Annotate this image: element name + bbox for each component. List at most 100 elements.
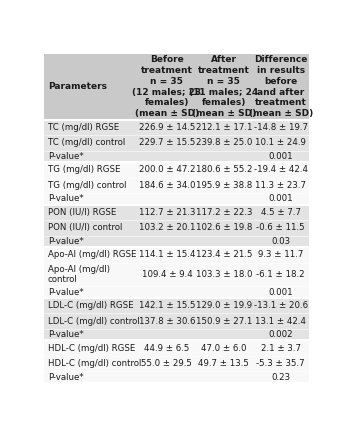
Bar (138, 178, 195, 193)
Text: 180.6 ± 55.2: 180.6 ± 55.2 (196, 165, 252, 175)
Bar (45, 120, 138, 135)
Bar (252, 235, 309, 247)
Bar (195, 329, 252, 340)
Bar (45, 356, 138, 371)
Text: 0.002: 0.002 (268, 330, 293, 339)
Text: P-value*: P-value* (48, 237, 83, 246)
Text: P-value*: P-value* (48, 330, 83, 339)
Text: LDL-C (mg/dl) RGSE: LDL-C (mg/dl) RGSE (48, 301, 133, 310)
Text: P-value*: P-value* (48, 372, 83, 381)
Bar (45, 263, 138, 286)
Text: P-value*: P-value* (48, 288, 83, 297)
Bar (138, 286, 195, 298)
Bar (195, 340, 252, 356)
Bar (45, 178, 138, 193)
Text: -13.1 ± 20.6: -13.1 ± 20.6 (254, 301, 308, 310)
Bar (252, 120, 309, 135)
Bar (195, 247, 252, 263)
Bar (252, 263, 309, 286)
Text: TC (mg/dl) RGSE: TC (mg/dl) RGSE (48, 123, 119, 132)
Text: After
treatment
n = 35
(11 males; 24
females)
(mean ± SD): After treatment n = 35 (11 males; 24 fem… (189, 55, 258, 118)
Text: 0.03: 0.03 (271, 237, 290, 246)
Bar (195, 286, 252, 298)
Text: 0.001: 0.001 (268, 194, 293, 203)
Bar (252, 298, 309, 313)
Text: LDL-C (mg/dl) control: LDL-C (mg/dl) control (48, 317, 139, 326)
Text: -14.8 ± 19.7: -14.8 ± 19.7 (254, 123, 308, 132)
Bar (195, 54, 252, 120)
Bar (45, 235, 138, 247)
Bar (252, 247, 309, 263)
Text: 44.9 ± 6.5: 44.9 ± 6.5 (144, 343, 189, 353)
Text: 184.6 ± 34.0: 184.6 ± 34.0 (139, 181, 195, 190)
Text: P-value*: P-value* (48, 152, 83, 161)
Text: 109.4 ± 9.4: 109.4 ± 9.4 (141, 270, 192, 279)
Text: 117.2 ± 22.3: 117.2 ± 22.3 (196, 208, 252, 217)
Text: -0.6 ± 11.5: -0.6 ± 11.5 (256, 223, 305, 232)
Bar (195, 120, 252, 135)
Bar (252, 329, 309, 340)
Bar (195, 371, 252, 383)
Text: 47.0 ± 6.0: 47.0 ± 6.0 (201, 343, 247, 353)
Bar (45, 220, 138, 235)
Text: 13.1 ± 42.4: 13.1 ± 42.4 (255, 317, 306, 326)
Text: Apo-AI (mg/dl)
control: Apo-AI (mg/dl) control (48, 264, 110, 284)
Bar (138, 162, 195, 178)
Bar (45, 313, 138, 329)
Bar (138, 135, 195, 151)
Bar (195, 313, 252, 329)
Text: 55.0 ± 29.5: 55.0 ± 29.5 (141, 359, 192, 368)
Text: 11.3 ± 23.7: 11.3 ± 23.7 (255, 181, 306, 190)
Text: PON (IU/l) control: PON (IU/l) control (48, 223, 122, 232)
Bar (195, 151, 252, 162)
Text: 112.7 ± 21.3: 112.7 ± 21.3 (139, 208, 195, 217)
Text: Apo-AI (mg/dl) RGSE: Apo-AI (mg/dl) RGSE (48, 250, 136, 259)
Bar (45, 371, 138, 383)
Bar (252, 371, 309, 383)
Text: 137.8 ± 30.6: 137.8 ± 30.6 (139, 317, 195, 326)
Bar (45, 286, 138, 298)
Bar (138, 193, 195, 205)
Bar (195, 298, 252, 313)
Bar (45, 298, 138, 313)
Text: TG (mg/dl) RGSE: TG (mg/dl) RGSE (48, 165, 120, 175)
Bar (138, 120, 195, 135)
Bar (138, 235, 195, 247)
Text: 200.0 ± 47.2: 200.0 ± 47.2 (139, 165, 195, 175)
Bar (45, 135, 138, 151)
Text: Parameters: Parameters (48, 82, 107, 91)
Text: 150.9 ± 27.1: 150.9 ± 27.1 (196, 317, 252, 326)
Text: 102.6 ± 19.8: 102.6 ± 19.8 (196, 223, 252, 232)
Bar (195, 220, 252, 235)
Text: -6.1 ± 18.2: -6.1 ± 18.2 (256, 270, 305, 279)
Text: TG (mg/dl) control: TG (mg/dl) control (48, 181, 126, 190)
Text: 226.9 ± 14.5: 226.9 ± 14.5 (139, 123, 195, 132)
Bar (45, 340, 138, 356)
Bar (252, 220, 309, 235)
Bar (252, 286, 309, 298)
Bar (252, 178, 309, 193)
Bar (252, 340, 309, 356)
Bar (195, 235, 252, 247)
Bar (45, 151, 138, 162)
Text: 103.2 ± 20.1: 103.2 ± 20.1 (139, 223, 195, 232)
Bar (252, 313, 309, 329)
Text: 212.1 ± 17.1: 212.1 ± 17.1 (196, 123, 252, 132)
Text: 10.1 ± 24.9: 10.1 ± 24.9 (255, 139, 306, 147)
Bar (195, 135, 252, 151)
Text: 4.5 ± 7.7: 4.5 ± 7.7 (261, 208, 301, 217)
Text: P-value*: P-value* (48, 194, 83, 203)
Text: 129.0 ± 19.9: 129.0 ± 19.9 (196, 301, 252, 310)
Bar (252, 193, 309, 205)
Bar (138, 340, 195, 356)
Text: 0.001: 0.001 (268, 152, 293, 161)
Text: 239.8 ± 25.0: 239.8 ± 25.0 (196, 139, 252, 147)
Text: -19.4 ± 42.4: -19.4 ± 42.4 (254, 165, 308, 175)
Bar (195, 263, 252, 286)
Bar (45, 162, 138, 178)
Text: PON (IU/l) RGSE: PON (IU/l) RGSE (48, 208, 116, 217)
Text: 0.23: 0.23 (271, 372, 290, 381)
Bar (45, 329, 138, 340)
Bar (138, 298, 195, 313)
Bar (252, 162, 309, 178)
